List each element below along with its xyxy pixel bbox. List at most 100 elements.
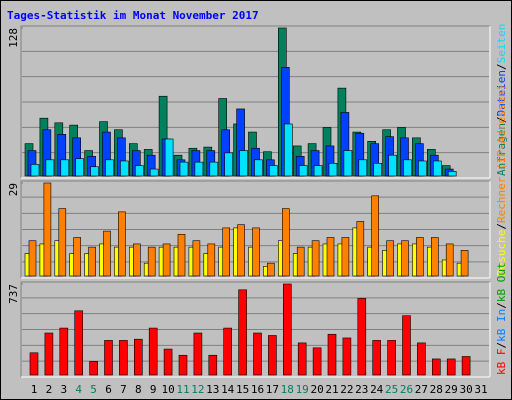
legend-separator: / <box>495 63 508 70</box>
x-tick-label: 11 <box>176 383 189 396</box>
bar <box>44 332 54 376</box>
bar <box>209 161 219 177</box>
x-tick-label: 20 <box>310 383 323 396</box>
bar <box>282 283 292 376</box>
bar <box>164 138 174 177</box>
bar <box>460 250 469 277</box>
bar <box>118 211 126 277</box>
bar <box>75 158 84 177</box>
x-tick-label: 21 <box>325 383 338 396</box>
x-tick-label: 29 <box>445 383 458 396</box>
x-tick-label: 17 <box>266 383 279 396</box>
bar <box>237 224 245 277</box>
bar <box>119 340 128 376</box>
x-tick-label: 10 <box>161 383 174 396</box>
bar <box>297 342 307 376</box>
bar <box>178 354 188 376</box>
bar <box>28 240 37 277</box>
bar <box>341 237 350 277</box>
bar <box>432 160 442 177</box>
legend-entry: Besuche <box>495 230 508 276</box>
bar <box>74 310 83 376</box>
bar <box>326 237 335 277</box>
bar <box>59 327 69 376</box>
x-tick-label: 12 <box>191 383 204 396</box>
legend-entry: Seiten <box>495 24 508 64</box>
bar <box>149 168 159 177</box>
bar <box>358 159 368 177</box>
bar <box>192 240 201 277</box>
x-tick-label: 3 <box>60 383 67 396</box>
x-tick-label: 22 <box>340 383 353 396</box>
bar <box>179 161 189 177</box>
bar <box>281 208 290 277</box>
bar <box>327 333 337 376</box>
bar <box>418 160 427 177</box>
bar <box>89 361 98 376</box>
legend: kB F/kB In/kB Out <box>495 262 508 375</box>
x-tick-label: 30 <box>459 383 472 396</box>
bar <box>104 340 113 376</box>
x-tick-label: 4 <box>75 383 82 396</box>
bar <box>60 159 70 177</box>
bar <box>222 227 230 277</box>
bar <box>388 154 397 177</box>
x-tick-label: 26 <box>400 383 413 396</box>
bar <box>43 182 52 277</box>
bar <box>296 246 305 277</box>
bar <box>387 340 396 376</box>
bar <box>313 165 323 177</box>
bar <box>269 165 278 177</box>
bar <box>162 243 171 277</box>
bar <box>238 289 247 376</box>
bar <box>372 340 382 376</box>
bar <box>446 358 456 376</box>
bar <box>402 315 411 376</box>
legend-entry: kB Out <box>495 262 508 302</box>
bar <box>147 246 156 277</box>
bar <box>252 227 260 277</box>
y-tick-label: 737 <box>7 284 20 304</box>
legend-separator: / <box>495 116 508 123</box>
bar <box>239 150 248 177</box>
bar <box>431 358 441 376</box>
bar <box>120 160 129 177</box>
bar <box>343 150 353 177</box>
bar <box>30 164 40 177</box>
legend: Anfragen/Dateien/Seiten <box>495 24 508 176</box>
bar <box>357 298 367 376</box>
x-tick-label: 31 <box>474 383 487 396</box>
bar <box>461 356 471 376</box>
bar <box>88 246 96 277</box>
bar <box>267 262 275 277</box>
bar <box>386 240 394 277</box>
bar <box>193 332 203 376</box>
bar <box>254 159 263 177</box>
bar <box>103 230 111 277</box>
x-tick-label: 14 <box>221 383 235 396</box>
bar <box>312 347 322 376</box>
bar <box>373 162 383 177</box>
x-tick-label: 7 <box>120 383 127 396</box>
x-tick-label: 19 <box>296 383 309 396</box>
bar <box>133 243 141 277</box>
x-tick-label: 5 <box>90 383 97 396</box>
bar <box>135 165 144 177</box>
x-tick-label: 27 <box>415 383 428 396</box>
bar <box>342 337 352 376</box>
bar <box>328 162 338 177</box>
bar <box>90 166 99 177</box>
bar <box>416 237 424 277</box>
legend-entry: Dateien <box>495 70 508 116</box>
bar <box>45 159 55 177</box>
bar <box>29 352 39 376</box>
x-tick-label: 15 <box>236 383 249 396</box>
legend-separator: / <box>495 302 508 309</box>
legend-entry: kB In <box>495 309 508 342</box>
x-tick-label: 9 <box>150 383 157 396</box>
y-tick-label: 128 <box>7 28 20 48</box>
bar <box>208 354 218 376</box>
bar <box>430 237 439 277</box>
x-tick-label: 13 <box>206 383 219 396</box>
